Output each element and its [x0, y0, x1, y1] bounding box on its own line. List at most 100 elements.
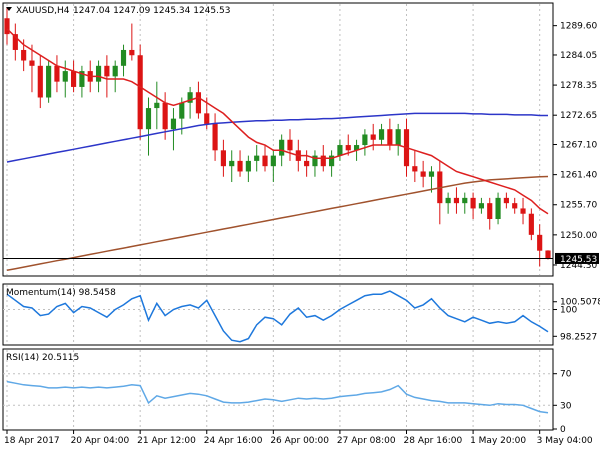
bull-candle [495, 197, 501, 220]
bull-candle [478, 203, 484, 209]
bear-candle [320, 155, 326, 167]
bull-candle [229, 160, 235, 167]
price-pane-frame [2, 2, 554, 277]
bull-candle [46, 65, 52, 98]
bull-candle [329, 155, 335, 167]
bull-candle [462, 197, 468, 204]
ma-fast-line [6, 28, 549, 215]
time-axis: 18 Apr 2017 20 Apr 04:00 21 Apr 12:00 24 Ap… [4, 430, 593, 446]
bear-candle [512, 203, 518, 209]
bull-candle [395, 129, 401, 146]
current-price-tag: 1245.53 [555, 252, 599, 265]
bull-candle [337, 145, 343, 156]
bear-candle [262, 155, 268, 167]
time-tick-label: 3 May 04:00 [537, 436, 593, 446]
bull-candle [378, 129, 385, 140]
triangle-down-icon [6, 7, 12, 11]
price-tick-label: 1289.60 [560, 22, 597, 32]
bull-candle [112, 65, 118, 77]
price-tick-label: 1250.00 [560, 231, 597, 241]
time-tick-label: 1 May 20:00 [470, 436, 526, 446]
ohlc-label: 1247.04 1247.09 1245.34 1245.53 [73, 6, 230, 16]
bear-candle [345, 145, 351, 151]
bear-candle [12, 34, 18, 50]
price-pane: 1289.60 1284.05 1278.35 1272.65 1267.10 1261.… [2, 2, 599, 277]
time-tick-label: 24 Apr 16:00 [204, 436, 263, 446]
bear-candle [4, 18, 10, 35]
current-price-label: 1245.53 [560, 255, 597, 265]
bear-candle [503, 197, 509, 204]
time-tick-label: 18 Apr 2017 [4, 436, 60, 446]
time-tick-label: 21 Apr 12:00 [137, 436, 196, 446]
price-tick-label: 1267.10 [560, 141, 597, 151]
bear-candle [21, 49, 27, 61]
price-tick-label: 1255.70 [560, 201, 597, 211]
ma-mid-line [6, 112, 548, 163]
rsi-tick-label: 70 [560, 370, 572, 380]
bear-candle [204, 113, 210, 124]
price-axis: 1289.60 1284.05 1278.35 1272.65 1267.10 1261.… [553, 22, 597, 271]
rsi-axis: 70 30 0 [553, 370, 572, 435]
bear-candle [528, 213, 534, 235]
bear-candle [545, 250, 551, 259]
momentum-pane-frame [2, 283, 554, 346]
bull-candle [62, 71, 68, 82]
bear-candle [104, 65, 110, 77]
rsi-title: RSI(14) 20.5115 [6, 353, 79, 363]
time-tick-label: 27 Apr 08:00 [337, 436, 396, 446]
bull-candle [254, 155, 260, 161]
rsi-tick-label: 0 [560, 425, 566, 435]
rsi-pane: 70 30 0 RSI(14) 20.5115 [2, 348, 572, 435]
bear-candle [29, 60, 35, 66]
bear-candle [195, 92, 202, 114]
bear-candle [129, 49, 135, 56]
bull-candle [179, 102, 185, 119]
bull-candle [362, 134, 368, 146]
bull-candle [170, 118, 177, 130]
bull-candle [95, 65, 102, 82]
rsi-tick-label: 30 [560, 401, 572, 411]
price-header: XAUUSD,H4 1247.04 1247.09 1245.34 1245.5… [6, 6, 230, 16]
bull-candle [312, 155, 318, 167]
bear-candle [220, 150, 226, 167]
momentum-line [6, 290, 549, 343]
current-price-box [555, 252, 599, 264]
bull-candle [245, 160, 251, 172]
bear-candle [370, 134, 376, 140]
bear-candle [71, 71, 77, 87]
bear-candle [287, 139, 293, 151]
bull-candle [428, 171, 435, 177]
bull-candle [120, 49, 127, 66]
bear-candle [304, 160, 310, 167]
bear-candle [420, 171, 426, 177]
price-tick-label: 1261.40 [560, 171, 597, 181]
bear-candle [137, 55, 143, 130]
price-moving-averages [3, 28, 553, 271]
momentum-tick-label: 100.5078 [560, 298, 600, 308]
bear-candle [387, 129, 393, 146]
price-tick-label: 1244.30 [560, 261, 597, 271]
bear-candle [537, 234, 543, 251]
time-tick-label: 20 Apr 04:00 [71, 436, 130, 446]
bear-candle [412, 166, 418, 172]
time-tick-label: 26 Apr 00:00 [270, 436, 329, 446]
rsi-line-group [6, 380, 549, 414]
bull-candle [145, 108, 152, 130]
rsi-grid [3, 350, 553, 429]
bull-candle [279, 139, 285, 156]
bull-candle [187, 92, 193, 103]
price-tick-label: 1272.65 [560, 111, 597, 121]
rsi-pane-frame [2, 348, 554, 431]
bear-candle [237, 160, 243, 172]
bear-candle [212, 123, 218, 151]
momentum-grid [3, 285, 553, 344]
momentum-tick-label: 100 [560, 306, 577, 316]
price-tick-label: 1284.05 [560, 51, 597, 61]
time-tick-label: 28 Apr 16:00 [404, 436, 463, 446]
bull-candle [154, 102, 160, 109]
ma-slow-line [6, 175, 549, 271]
bull-candle [79, 71, 85, 87]
bear-candle [520, 208, 526, 214]
